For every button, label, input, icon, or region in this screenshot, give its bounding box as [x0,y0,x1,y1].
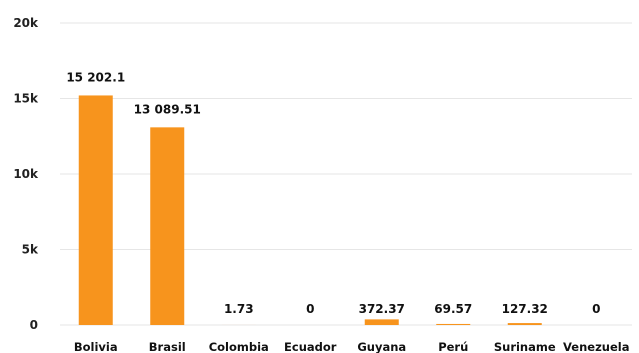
x-category-label: Guyana [357,340,406,353]
y-tick-label: 15k [13,92,39,106]
data-label: 127.32 [502,302,548,316]
bar [436,323,471,325]
x-axis-categories: Bolivia Brasil Colombia Ecuador Guyana Perú Su… [74,340,630,353]
x-category-label: Bolivia [74,340,118,353]
y-tick-label: 0 [30,318,38,332]
data-label: 13 089.51 [134,102,201,116]
data-label: 15 202.1 [66,70,125,84]
bar [507,323,542,325]
x-category-label: Perú [438,340,468,353]
bars [78,95,542,326]
x-category-label: Brasil [149,340,186,353]
bar [150,127,185,326]
data-labels: 15 202.1 13 089.51 1.73 0 372.37 69.57 127.32 0 [66,70,600,316]
data-label: 372.37 [359,302,405,316]
data-label: 69.57 [434,302,472,316]
y-tick-label: 5k [22,243,39,257]
x-category-label: Suriname [494,340,556,353]
y-tick-label: 20k [13,16,39,30]
y-axis-ticks: 0 5k 10k 15k 20k [13,16,39,332]
x-category-label: Ecuador [284,340,337,353]
x-category-label: Colombia [209,340,269,353]
data-label: 0 [306,302,314,316]
data-label: 0 [592,302,600,316]
data-label: 1.73 [224,302,254,316]
x-category-label: Venezuela [563,340,629,353]
bar [78,95,113,325]
y-tick-label: 10k [13,167,39,181]
gridlines [60,22,632,326]
bar [364,319,399,325]
